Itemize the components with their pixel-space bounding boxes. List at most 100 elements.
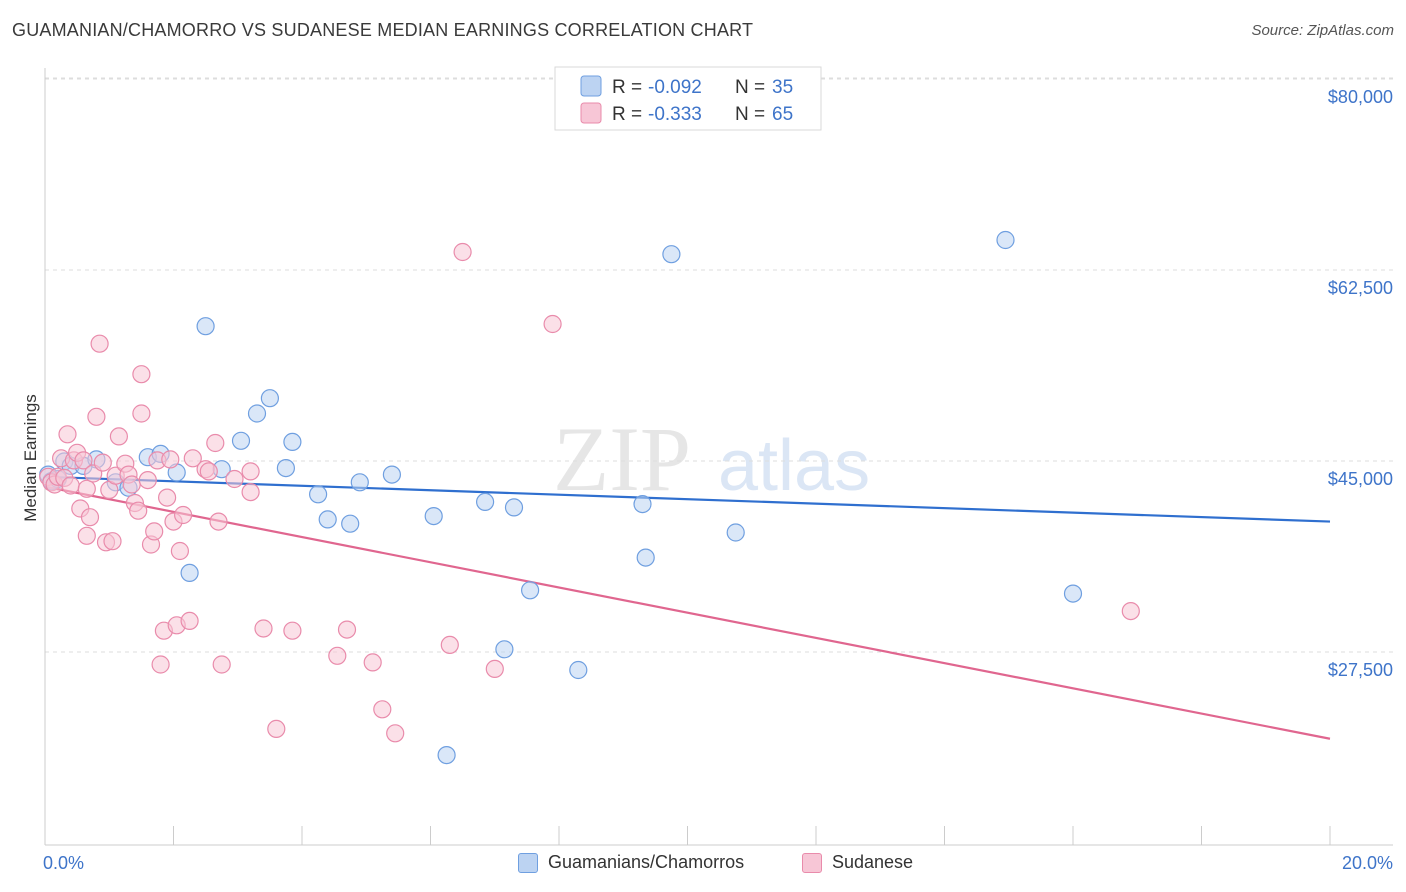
guamanian-point-18[interactable]	[276, 459, 295, 478]
sudanese-point-17[interactable]	[90, 334, 109, 353]
sudanese-point-56[interactable]	[328, 646, 347, 665]
guamanian-point-17[interactable]	[260, 389, 279, 408]
gridlines	[45, 77, 1393, 653]
legend-n-value-blue: 35	[772, 77, 793, 98]
sudanese-trend-line	[44, 485, 1331, 740]
sudanese-point-61[interactable]	[440, 635, 459, 655]
sudanese-point-28[interactable]	[129, 501, 148, 520]
y-tick-label-2: $45,000	[1328, 469, 1393, 489]
sudanese-point-63[interactable]	[485, 659, 504, 679]
legend-r-label-pink: R =	[612, 104, 642, 125]
guamanian-point-24[interactable]	[382, 465, 401, 484]
sudanese-point-30[interactable]	[132, 404, 151, 423]
legend-r-value-pink: -0.333	[648, 104, 702, 125]
y-tick-label-1: $62,500	[1328, 278, 1393, 298]
legend-n-label-blue: N =	[735, 77, 765, 98]
sudanese-point-26[interactable]	[122, 475, 141, 494]
sudanese-point-6[interactable]	[58, 425, 77, 444]
sudanese-point-23[interactable]	[109, 427, 129, 446]
sudanese-point-60[interactable]	[386, 724, 405, 743]
sudanese-point-65[interactable]	[1121, 601, 1140, 621]
sudanese-point-18[interactable]	[93, 453, 112, 472]
watermark-atlas: atlas	[718, 426, 870, 506]
sudanese-point-49[interactable]	[212, 655, 231, 674]
guamanian-point-15[interactable]	[231, 431, 251, 450]
guamanian-point-23[interactable]	[350, 473, 369, 492]
guamanian-point-27[interactable]	[504, 498, 524, 517]
sudanese-point-37[interactable]	[158, 488, 177, 507]
sudanese-point-55[interactable]	[283, 621, 302, 640]
legend-swatch-blue	[580, 75, 602, 97]
legend-label-sudanese: Sudanese	[832, 852, 914, 872]
guamanian-point-29[interactable]	[569, 660, 588, 680]
sudanese-point-42[interactable]	[174, 505, 193, 525]
sudanese-point-31[interactable]	[138, 471, 157, 490]
sudanese-point-35[interactable]	[151, 655, 170, 674]
sudanese-point-50[interactable]	[225, 469, 244, 489]
sudanese-point-29[interactable]	[132, 365, 151, 384]
legend-r-label-blue: R =	[612, 77, 642, 98]
x-tick-min: 0.0%	[43, 853, 84, 873]
sudanese-point-59[interactable]	[373, 700, 392, 719]
sudanese-point-7[interactable]	[61, 476, 80, 495]
sudanese-point-43[interactable]	[180, 611, 199, 631]
guamanian-point-12[interactable]	[180, 563, 199, 583]
scatter-points	[39, 230, 1140, 765]
sudanese-point-53[interactable]	[254, 619, 273, 638]
guamanian-point-28[interactable]	[520, 581, 540, 600]
sudanese-point-47[interactable]	[206, 433, 225, 453]
y-tick-label-0: $80,000	[1328, 87, 1393, 107]
source-label: Source: ZipAtlas.com	[1251, 22, 1394, 39]
guamanian-point-25[interactable]	[424, 506, 443, 526]
sudanese-point-44[interactable]	[183, 449, 202, 468]
sudanese-point-16[interactable]	[87, 407, 106, 426]
guamanian-point-22[interactable]	[341, 514, 360, 533]
legend-swatch-sudanese	[802, 852, 822, 873]
legend-n-label-pink: N =	[735, 104, 765, 125]
guamanian-trend-line	[44, 475, 1331, 523]
sudanese-point-51[interactable]	[241, 462, 260, 481]
guamanian-point-33[interactable]	[726, 523, 745, 542]
legend-swatch-guamanians	[518, 852, 538, 873]
sudanese-point-11[interactable]	[77, 479, 96, 498]
y-axis-label: Median Earnings	[21, 394, 40, 522]
guamanian-point-32[interactable]	[662, 245, 681, 264]
guamanian-point-19[interactable]	[283, 432, 302, 451]
sudanese-point-64[interactable]	[543, 314, 562, 334]
guamanian-point-13[interactable]	[196, 317, 215, 336]
correlation-legend: R = -0.092 N = 35 R = -0.333 N = 65	[554, 66, 822, 131]
sudanese-point-38[interactable]	[161, 450, 180, 469]
guamanian-point-36[interactable]	[495, 640, 514, 659]
sudanese-point-10[interactable]	[74, 451, 93, 470]
sudanese-point-13[interactable]	[77, 526, 96, 545]
guamanian-point-34[interactable]	[996, 230, 1015, 250]
sudanese-point-62[interactable]	[453, 242, 472, 262]
sudanese-point-58[interactable]	[363, 653, 382, 672]
guamanian-point-31[interactable]	[636, 548, 655, 567]
sudanese-point-57[interactable]	[337, 620, 357, 639]
watermark-zip: ZIP	[553, 408, 691, 510]
guamanian-point-30[interactable]	[633, 495, 652, 514]
sudanese-point-21[interactable]	[103, 532, 122, 551]
sudanese-point-33[interactable]	[145, 522, 164, 541]
series-legend: Guamanians/Chamorros Sudanese	[0, 852, 1406, 880]
sudanese-point-41[interactable]	[170, 541, 189, 561]
y-tick-labels: $80,000 $62,500 $45,000 $27,500	[1328, 87, 1393, 680]
y-tick-label-3: $27,500	[1328, 660, 1393, 680]
sudanese-point-54[interactable]	[267, 719, 286, 739]
sudanese-point-14[interactable]	[80, 508, 100, 527]
sudanese-point-46[interactable]	[199, 462, 218, 481]
guamanian-point-16[interactable]	[247, 404, 267, 423]
axes	[44, 68, 1393, 846]
guamanian-point-20[interactable]	[309, 485, 328, 504]
legend-item-guamanians[interactable]: Guamanians/Chamorros	[518, 852, 744, 873]
guamanian-point-35[interactable]	[437, 745, 456, 765]
guamanian-point-21[interactable]	[318, 510, 337, 529]
guamanian-point-37[interactable]	[1063, 584, 1083, 603]
chart-title: GUAMANIAN/CHAMORRO VS SUDANESE MEDIAN EA…	[12, 20, 754, 40]
sudanese-point-48[interactable]	[209, 512, 228, 531]
sudanese-point-52[interactable]	[241, 483, 260, 502]
guamanian-point-26[interactable]	[476, 492, 495, 511]
legend-item-sudanese[interactable]: Sudanese	[802, 852, 913, 873]
watermark: ZIP atlas	[553, 408, 870, 510]
